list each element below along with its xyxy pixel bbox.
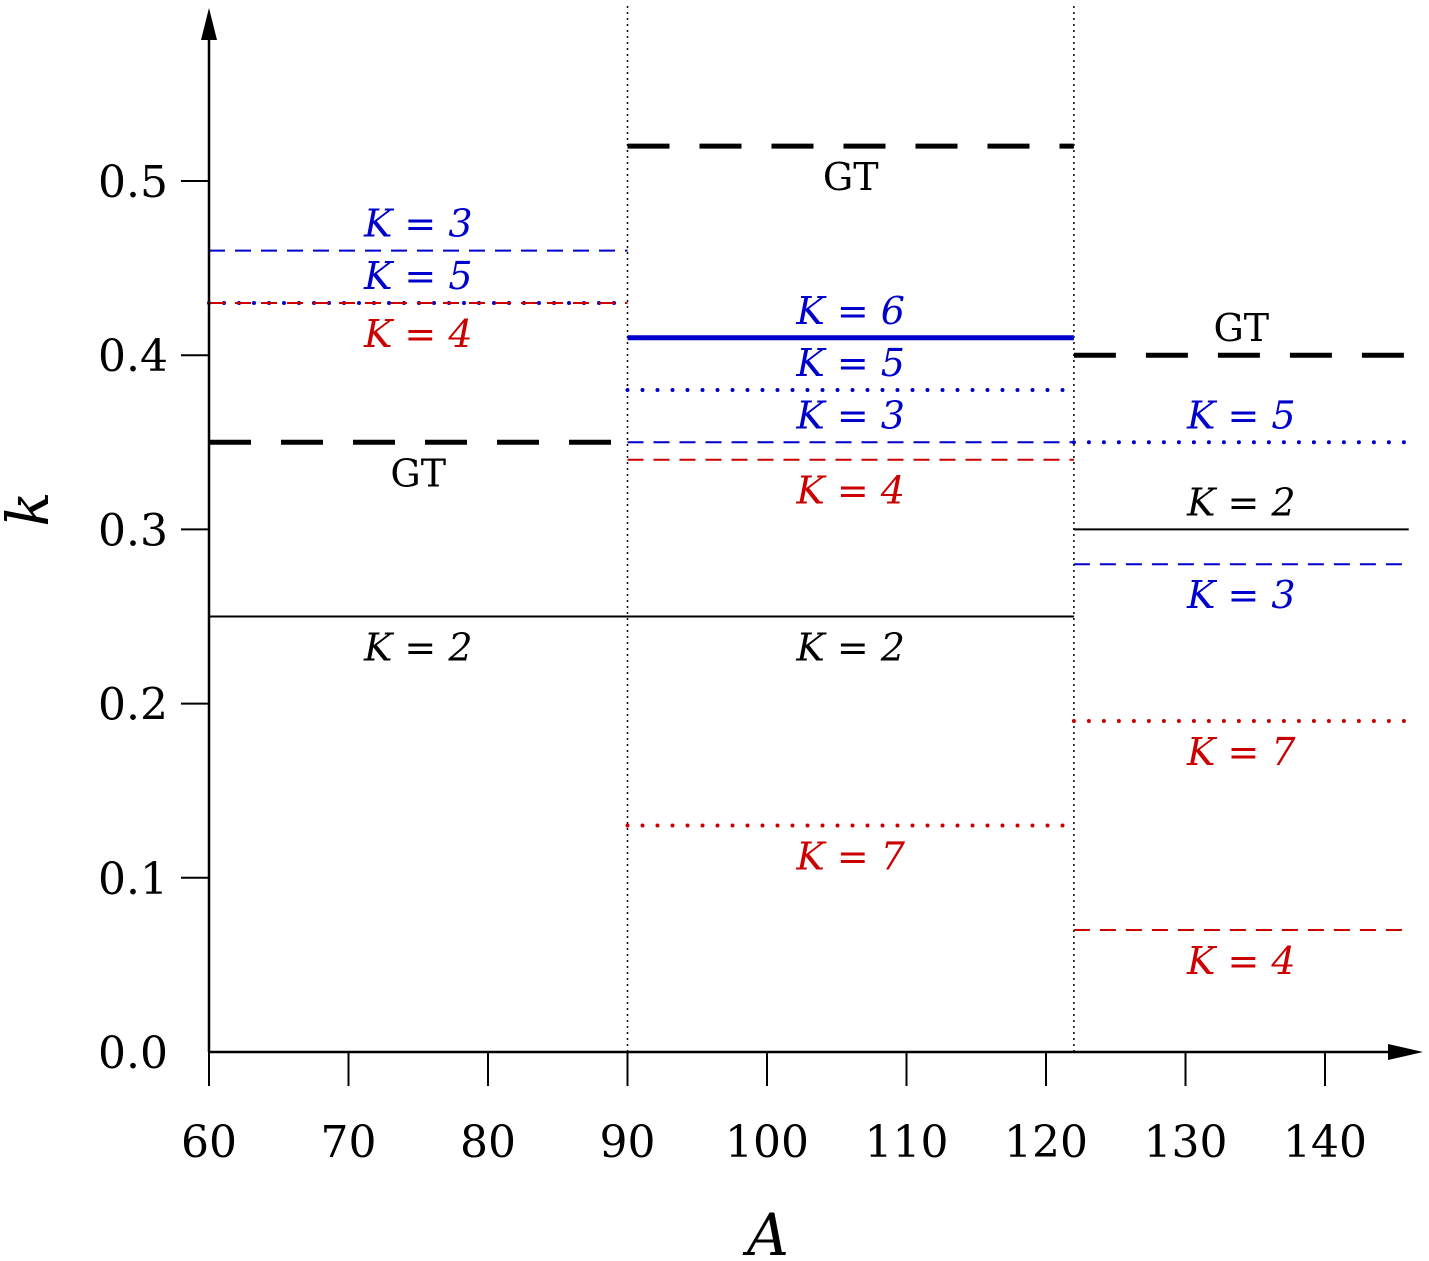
series-label: K = 7	[1186, 730, 1296, 774]
series-label: K = 5	[795, 341, 905, 385]
series-label: K = 6	[795, 289, 905, 333]
series-label: K = 5	[1186, 393, 1296, 437]
axes: 60 70 80 90 100 110 120 130 140 0.0 0.1 0.2 0.3 0.4 0.…	[98, 8, 1423, 1168]
x-tick-label: 80	[460, 1117, 516, 1168]
y-tick-label: 0.1	[98, 854, 168, 905]
series-label: GT	[390, 451, 446, 495]
x-tick-label: 140	[1283, 1117, 1367, 1168]
x-tick-label: 90	[600, 1117, 656, 1168]
series-label: K = 3	[363, 202, 473, 246]
x-tick-label: 130	[1144, 1117, 1228, 1168]
x-tick-label: 60	[181, 1117, 237, 1168]
y-tick-label: 0.3	[98, 505, 168, 556]
series-label: K = 3	[795, 393, 905, 437]
x-tick-label: 70	[321, 1117, 377, 1168]
series-label: K = 2	[363, 626, 473, 670]
y-tick-label: 0.2	[98, 680, 168, 731]
series-label: K = 4	[363, 312, 473, 356]
y-tick-label: 0.0	[98, 1028, 168, 1079]
plot-area: K = 3 K = 5 K = 4 GT K = 2 K = 2 GT K = 6 K = 5 K…	[207, 143, 1411, 983]
x-tick-label: 120	[1004, 1117, 1088, 1168]
series-label: K = 4	[795, 469, 905, 513]
x-axis-title: A	[742, 1201, 789, 1261]
x-tick-label: 110	[865, 1117, 949, 1168]
x-axis-arrow-icon	[1388, 1044, 1423, 1060]
series-label: GT	[823, 155, 879, 199]
series-label: K = 2	[795, 626, 905, 670]
series-label: K = 2	[1186, 480, 1296, 524]
series-label: K = 5	[363, 254, 473, 298]
series-label: K = 7	[795, 835, 905, 879]
y-tick-label: 0.4	[98, 331, 168, 382]
series-label: K = 4	[1186, 939, 1296, 983]
x-tick-label: 100	[725, 1117, 809, 1168]
y-tick-label: 0.5	[98, 157, 168, 208]
series-label: K = 3	[1186, 573, 1296, 617]
series-label: GT	[1213, 306, 1269, 350]
y-axis-arrow-icon	[201, 8, 217, 40]
y-axis-title: k	[0, 491, 62, 526]
